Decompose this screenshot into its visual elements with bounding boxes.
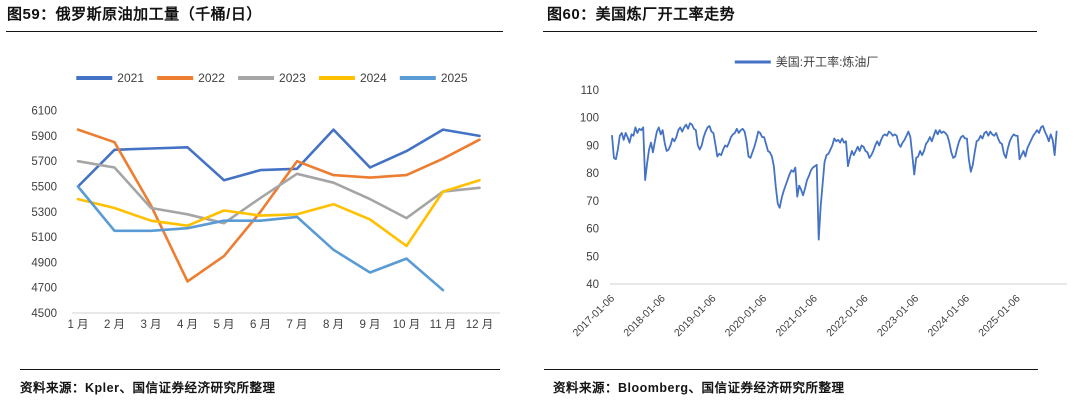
y-axis-tick-label: 5300	[31, 207, 57, 219]
x-axis-tick-label: 1 月	[67, 319, 88, 331]
figure-60-source-rule	[544, 369, 1038, 370]
y-axis-tick-label: 70	[586, 196, 599, 208]
y-axis-tick-label: 5700	[31, 156, 57, 168]
y-axis-tick-label: 100	[580, 113, 599, 125]
figure-59-title-rule	[6, 31, 503, 32]
x-axis-tick-label: 11 月	[430, 319, 457, 331]
y-axis-labels: 4500 4700 4900 5100 5300 5500 5700 5900 6100	[31, 106, 57, 320]
legend-label: 2024	[360, 71, 387, 85]
legend-label: 2023	[279, 71, 306, 85]
series-line-2023	[76, 159, 481, 225]
figure-59-panel: 图59：俄罗斯原油加工量（千桶/日） 2021 2022 2023 2024 2025 4…	[6, 6, 503, 395]
legend-label: 2025	[441, 71, 468, 85]
legend-item: 美国:开工率:炼油厂	[734, 54, 879, 69]
series-line-2024	[76, 178, 481, 248]
y-axis-tick-label: 90	[586, 140, 599, 152]
x-axis-tick-label: 7 月	[286, 319, 307, 331]
y-axis-labels: 40 50 60 70 80 90 100 110	[580, 85, 599, 291]
x-axis-tick-label: 3 月	[140, 319, 161, 331]
series-line-us-utilization	[611, 122, 1058, 241]
x-axis-tick-label: 2021-01-06	[773, 293, 820, 340]
y-axis-tick-label: 4500	[31, 308, 57, 320]
x-axis-tick-label: 2024-01-06	[926, 293, 973, 340]
y-axis-tick-label: 5100	[31, 232, 57, 244]
figure-59-source-rule	[20, 369, 500, 370]
x-axis-tick-label: 9 月	[359, 319, 380, 331]
legend-item: 2021	[76, 71, 144, 85]
y-axis-tick-label: 60	[586, 224, 599, 236]
x-axis-labels: 2017-01-06 2018-01-06 2019-01-06 2020-01-06…	[571, 293, 1023, 340]
y-axis-tick-label: 110	[581, 85, 599, 97]
x-axis-tick-label: 2025-01-06	[976, 293, 1023, 340]
x-axis-tick-label: 10 月	[393, 319, 421, 331]
x-axis-tick-label: 2022-01-06	[824, 293, 871, 340]
y-axis-tick-label: 5900	[31, 131, 57, 143]
y-axis-tick-label: 4700	[31, 283, 57, 295]
x-axis-labels: 1 月 2 月 3 月 4 月 5 月 6 月 7 月 8 月 9 月 10 月 11 月 12 月	[67, 319, 493, 331]
figure-59-title: 图59：俄罗斯原油加工量（千桶/日）	[7, 6, 262, 23]
x-axis-tick-label: 4 月	[177, 319, 198, 331]
x-axis-tick-label: 12 月	[466, 319, 494, 331]
russia-crude-processing-line-chart: 2021 2022 2023 2024 2025 4500 4700 4900 5100 5300…	[31, 71, 500, 331]
x-axis-tick-label: 2017-01-06	[571, 293, 618, 340]
x-axis-tick-label: 2019-01-06	[672, 293, 719, 340]
y-axis-tick-label: 80	[586, 168, 599, 180]
legend-item: 2022	[157, 71, 225, 85]
y-axis-tick-label: 5500	[31, 182, 57, 194]
series-line-2021	[76, 128, 481, 188]
figure-60-source: 资料来源：Bloomberg、国信证券经济研究所整理	[553, 381, 845, 395]
y-axis-tick-label: 50	[586, 251, 599, 263]
figure-60-title-rule	[543, 31, 1037, 32]
figure-60-title: 图60：美国炼厂开工率走势	[547, 6, 736, 23]
legend-item: 2023	[238, 71, 306, 85]
chart-legend: 美国:开工率:炼油厂	[734, 54, 879, 69]
x-axis-tick-label: 2020-01-06	[723, 293, 770, 340]
x-axis-tick-label: 2 月	[104, 319, 125, 331]
figure-59-source: 资料来源：Kpler、国信证券经济研究所整理	[20, 381, 276, 395]
x-axis-tick-label: 8 月	[323, 319, 344, 331]
x-axis-tick-label: 5 月	[213, 319, 234, 331]
legend-item: 2024	[318, 71, 387, 85]
legend-label: 美国:开工率:炼油厂	[776, 54, 879, 69]
legend-label: 2022	[198, 71, 225, 85]
legend-item: 2025	[399, 71, 468, 85]
series-line-2022	[76, 128, 481, 283]
legend-label: 2021	[117, 71, 144, 85]
figure-60-panel: 图60：美国炼厂开工率走势 美国:开工率:炼油厂 40 50 60 70 80 90 100 1…	[540, 0, 1080, 405]
x-axis-tick-label: 6 月	[250, 319, 271, 331]
y-axis-tick-label: 4900	[31, 257, 57, 269]
x-axis-tick-label: 2023-01-06	[875, 293, 922, 340]
y-axis-tick-label: 40	[586, 279, 599, 291]
series-line-2025	[76, 185, 445, 292]
y-axis-tick-label: 6100	[31, 106, 57, 118]
chart-legend: 2021 2022 2023 2024 2025	[76, 71, 468, 85]
x-axis-tick-label: 2018-01-06	[621, 293, 668, 340]
